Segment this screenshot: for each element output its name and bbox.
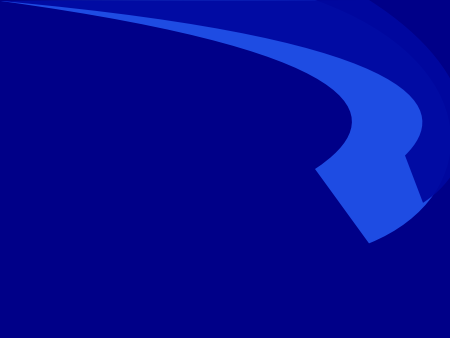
Text: Critical Path (CP) – the sequence of tasks (path) whose extending
Would postpone: Critical Path (CP) – the sequence of tas… (70, 183, 450, 231)
PathPatch shape (315, 0, 450, 243)
PathPatch shape (369, 0, 450, 203)
Text: Slack = time for which a task or path can be extended without
Postponing the pro: Slack = time for which a task or path ca… (70, 238, 450, 270)
Text: Gantt Chart – shows tasks as bars whose length
indicates timing.: Gantt Chart – shows tasks as bars whose … (70, 94, 412, 125)
Text: * Project Evaluation and Review Technique: * Project Evaluation and Review Techniqu… (74, 281, 325, 291)
Text: Project Management Concepts: Project Management Concepts (87, 56, 374, 75)
Text: PERT* chart (Network Diagram) – shows relationships
between tasks.: PERT* chart (Network Diagram) – shows re… (70, 136, 450, 167)
